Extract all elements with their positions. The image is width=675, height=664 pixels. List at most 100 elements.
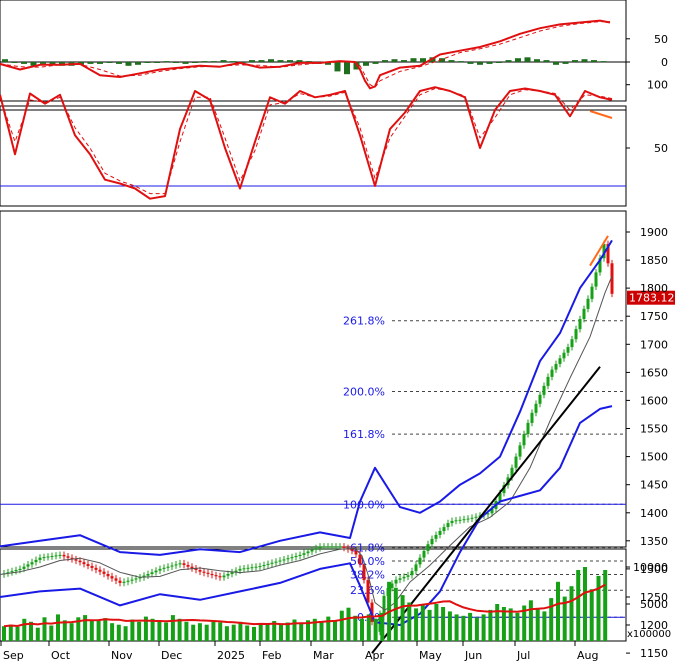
candle-body xyxy=(446,523,450,527)
volume-bar xyxy=(238,621,243,641)
month-label: Mar xyxy=(313,649,334,662)
volume-bar xyxy=(8,624,13,641)
macd-histogram-bar xyxy=(287,60,293,62)
macd-histogram-bar xyxy=(49,62,56,65)
candle-body xyxy=(130,579,134,581)
candle-body xyxy=(166,566,170,568)
volume-bar xyxy=(22,618,27,641)
volume-bar xyxy=(83,615,88,641)
candle-body xyxy=(194,568,198,570)
month-label: Jul xyxy=(516,649,530,662)
candle-body xyxy=(98,569,102,572)
candle-body xyxy=(358,554,362,565)
macd-histogram-bar xyxy=(106,62,113,63)
stochastic-divergence-line xyxy=(589,110,613,119)
volume-bar xyxy=(197,623,202,641)
candle-body xyxy=(258,566,262,568)
candle-body xyxy=(490,508,494,514)
candle-body xyxy=(602,244,606,259)
macd-histogram-bar xyxy=(97,62,103,64)
volume-bar xyxy=(15,626,20,641)
candle-body xyxy=(422,550,426,558)
volume-bar xyxy=(103,618,108,641)
candle-body xyxy=(142,575,146,578)
macd-histogram-bar xyxy=(277,60,284,62)
candle-body xyxy=(290,557,294,559)
candle-body xyxy=(586,298,590,309)
volume-bar xyxy=(116,624,121,641)
candle-body xyxy=(470,517,474,519)
candle-body xyxy=(474,516,478,518)
month-label: Jun xyxy=(464,649,482,662)
macd-histogram-bar xyxy=(173,62,179,63)
candle-body xyxy=(442,527,446,531)
candle-body xyxy=(610,263,614,294)
volume-bar xyxy=(211,620,216,641)
price-tick-label: 1650 xyxy=(640,366,668,379)
volume-bar xyxy=(380,612,385,641)
candle-body xyxy=(38,557,42,560)
volume-bar xyxy=(488,609,493,641)
candle-body xyxy=(326,546,330,548)
volume-bar xyxy=(42,617,47,641)
candle-body xyxy=(158,568,162,571)
volume-bar xyxy=(62,620,67,641)
volume-bar xyxy=(441,607,446,641)
volume-bar xyxy=(542,611,547,641)
volume-bar xyxy=(29,621,33,641)
candle-body xyxy=(162,567,166,569)
macd-histogram-bar xyxy=(154,62,160,63)
macd-histogram-bar xyxy=(144,62,151,63)
month-label: Nov xyxy=(111,649,133,662)
candle-body xyxy=(202,571,206,573)
macd-histogram-bar xyxy=(11,62,18,63)
volume-bar xyxy=(583,567,587,641)
price-tick-label: 1150 xyxy=(640,647,668,660)
candle-body xyxy=(418,557,422,565)
candle-body xyxy=(458,519,462,521)
volume-bar xyxy=(481,614,486,641)
volume-bar xyxy=(299,623,304,641)
candle-body xyxy=(242,568,246,570)
macd-histogram-bar xyxy=(382,60,388,62)
price-upper-band xyxy=(0,239,613,556)
volume-bar xyxy=(96,621,101,641)
macd-histogram-bar xyxy=(334,62,341,72)
volume-tick-label: 10000 xyxy=(633,561,668,574)
candle-body xyxy=(18,568,22,570)
candle-body xyxy=(566,347,570,353)
macd-histogram-bar xyxy=(439,58,445,62)
volume-bar xyxy=(535,608,540,641)
volume-bar xyxy=(252,626,256,641)
macd-histogram-bar xyxy=(420,58,426,62)
macd-tick-label: 50 xyxy=(654,33,668,46)
price-divergence xyxy=(589,235,609,267)
macd-histogram-bar xyxy=(211,61,217,63)
price-layer: 261.8%200.0%161.8%100.0%61.8%50.0%38.2%2… xyxy=(0,235,675,654)
candle-body xyxy=(510,467,514,478)
candle-body xyxy=(278,560,282,562)
volume-bar xyxy=(474,617,479,641)
candle-body xyxy=(58,554,62,556)
candle-body xyxy=(78,560,82,563)
candle-body xyxy=(198,570,202,572)
candle-body xyxy=(522,434,526,446)
volume-bar xyxy=(285,622,290,641)
candle-body xyxy=(90,566,94,568)
candle-body xyxy=(570,339,574,348)
volume-bar xyxy=(360,618,364,641)
candle-body xyxy=(538,394,542,404)
volume-bar xyxy=(414,608,419,641)
candle-body xyxy=(42,557,46,559)
macd-histogram-bar xyxy=(2,59,8,62)
volume-bar xyxy=(528,600,533,641)
volume-bar xyxy=(137,621,142,641)
volume-bar xyxy=(339,610,344,641)
volume-bar xyxy=(501,607,506,641)
volume-bar xyxy=(589,589,594,641)
volume-bar xyxy=(123,626,128,641)
volume-bar xyxy=(231,624,236,641)
candle-body xyxy=(294,556,298,558)
volume-bar xyxy=(569,586,574,641)
fibonacci-level-label: 261.8% xyxy=(343,315,385,328)
